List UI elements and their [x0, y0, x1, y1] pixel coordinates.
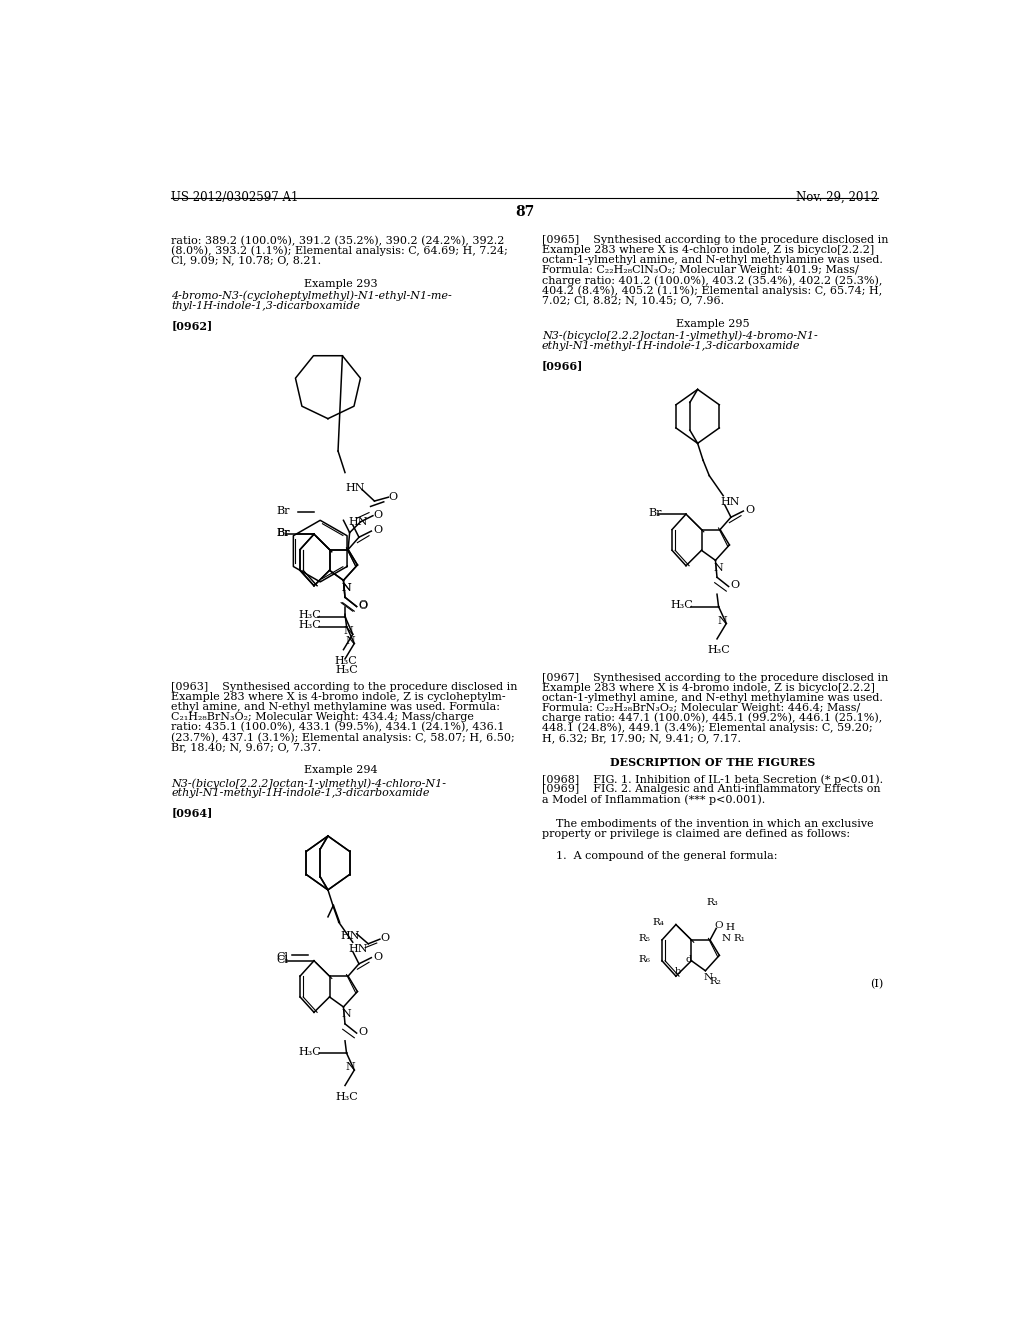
Text: ratio: 435.1 (100.0%), 433.1 (99.5%), 434.1 (24.1%), 436.1: ratio: 435.1 (100.0%), 433.1 (99.5%), 43…	[171, 722, 505, 733]
Text: H₃C: H₃C	[336, 665, 358, 675]
Text: octan-1-ylmethyl amine, and N-ethyl methylamine was used.: octan-1-ylmethyl amine, and N-ethyl meth…	[542, 693, 883, 702]
Text: Br: Br	[276, 507, 290, 516]
Text: N: N	[722, 933, 731, 942]
Text: N: N	[345, 636, 354, 645]
Text: H₃C: H₃C	[299, 620, 322, 631]
Text: N3-(bicyclo[2.2.2]octan-1-ylmethyl)-4-bromo-N1-: N3-(bicyclo[2.2.2]octan-1-ylmethyl)-4-br…	[542, 331, 817, 342]
Text: The embodiments of the invention in which an exclusive: The embodiments of the invention in whic…	[542, 818, 873, 829]
Text: Example 294: Example 294	[304, 766, 378, 775]
Text: N: N	[342, 582, 351, 593]
Text: HN: HN	[348, 944, 368, 954]
Text: Cl: Cl	[276, 954, 289, 965]
Text: Br: Br	[276, 528, 290, 539]
Text: R₄: R₄	[652, 919, 665, 928]
Text: N: N	[717, 615, 727, 626]
Text: 87: 87	[515, 205, 535, 219]
Text: H₃C: H₃C	[671, 601, 693, 610]
Text: [0965]    Synthesised according to the procedure disclosed in: [0965] Synthesised according to the proc…	[542, 235, 889, 246]
Text: R₁: R₁	[733, 933, 745, 942]
Text: HN: HN	[340, 931, 359, 941]
Text: HN: HN	[720, 498, 739, 507]
Text: 448.1 (24.8%), 449.1 (3.4%); Elemental analysis: C, 59.20;: 448.1 (24.8%), 449.1 (3.4%); Elemental a…	[542, 723, 872, 734]
Text: thyl-1H-indole-1,3-dicarboxamide: thyl-1H-indole-1,3-dicarboxamide	[171, 301, 360, 310]
Text: O: O	[373, 525, 382, 535]
Text: 7.02; Cl, 8.82; N, 10.45; O, 7.96.: 7.02; Cl, 8.82; N, 10.45; O, 7.96.	[542, 296, 724, 305]
Text: HN: HN	[348, 517, 368, 527]
Text: R₆: R₆	[639, 954, 650, 964]
Text: d: d	[685, 956, 691, 965]
Text: HN: HN	[346, 483, 366, 492]
Text: [0968]    FIG. 1. Inhibition of IL-1 beta Secretion (* p<0.01).: [0968] FIG. 1. Inhibition of IL-1 beta S…	[542, 775, 883, 785]
Text: [0967]    Synthesised according to the procedure disclosed in: [0967] Synthesised according to the proc…	[542, 673, 888, 682]
Text: [0969]    FIG. 2. Analgesic and Anti-inflammatory Effects on: [0969] FIG. 2. Analgesic and Anti-inflam…	[542, 784, 881, 795]
Text: H₃C: H₃C	[336, 1092, 358, 1102]
Text: b: b	[675, 966, 681, 975]
Text: R₃: R₃	[707, 898, 718, 907]
Text: C₂₁H₂₈BrN₃O₂; Molecular Weight: 434.4; Mass/charge: C₂₁H₂₈BrN₃O₂; Molecular Weight: 434.4; M…	[171, 711, 474, 722]
Text: Example 283 where X is 4-bromo indole, Z is cycloheptylm-: Example 283 where X is 4-bromo indole, Z…	[171, 692, 506, 702]
Text: Example 283 where X is 4-bromo indole, Z is bicyclo[2.2.2]: Example 283 where X is 4-bromo indole, Z…	[542, 682, 874, 693]
Text: R₂: R₂	[710, 977, 721, 986]
Text: N: N	[714, 562, 724, 573]
Text: [0963]    Synthesised according to the procedure disclosed in: [0963] Synthesised according to the proc…	[171, 682, 518, 692]
Text: ethyl-N1-methyl-1H-indole-1,3-dicarboxamide: ethyl-N1-methyl-1H-indole-1,3-dicarboxam…	[171, 788, 430, 799]
Text: H₃C: H₃C	[334, 656, 357, 665]
Text: Br, 18.40; N, 9.67; O, 7.37.: Br, 18.40; N, 9.67; O, 7.37.	[171, 742, 322, 752]
Text: a Model of Inflammation (*** p<0.001).: a Model of Inflammation (*** p<0.001).	[542, 795, 765, 805]
Text: H: H	[726, 923, 734, 932]
Text: Example 295: Example 295	[676, 318, 750, 329]
Text: R₅: R₅	[639, 933, 650, 942]
Text: Formula: C₂₂H₂₈BrN₃O₂; Molecular Weight: 446.4; Mass/: Formula: C₂₂H₂₈BrN₃O₂; Molecular Weight:…	[542, 702, 860, 713]
Text: US 2012/0302597 A1: US 2012/0302597 A1	[171, 191, 299, 203]
Text: (I): (I)	[870, 978, 884, 989]
Text: N: N	[703, 973, 712, 982]
Text: H₃C: H₃C	[299, 1047, 322, 1057]
Text: Br: Br	[276, 528, 290, 539]
Text: 1.  A compound of the general formula:: 1. A compound of the general formula:	[542, 851, 777, 862]
Text: octan-1-ylmethyl amine, and N-ethyl methylamine was used.: octan-1-ylmethyl amine, and N-ethyl meth…	[542, 256, 883, 265]
Text: Example 293: Example 293	[304, 279, 378, 289]
Text: N: N	[345, 1063, 354, 1072]
Text: O: O	[358, 601, 368, 610]
Text: O: O	[373, 952, 382, 961]
Text: [0966]: [0966]	[542, 360, 584, 371]
Text: [0964]: [0964]	[171, 808, 213, 818]
Text: N: N	[342, 582, 351, 593]
Text: H₃C: H₃C	[708, 645, 730, 655]
Text: property or privilege is claimed are defined as follows:: property or privilege is claimed are def…	[542, 829, 850, 840]
Text: DESCRIPTION OF THE FIGURES: DESCRIPTION OF THE FIGURES	[610, 758, 816, 768]
Text: ethyl-N1-methyl-1H-indole-1,3-dicarboxamide: ethyl-N1-methyl-1H-indole-1,3-dicarboxam…	[542, 341, 801, 351]
Text: N3-(bicyclo[2.2.2]octan-1-ylmethyl)-4-chloro-N1-: N3-(bicyclo[2.2.2]octan-1-ylmethyl)-4-ch…	[171, 779, 446, 789]
Text: O: O	[381, 933, 390, 942]
Text: ethyl amine, and N-ethyl methylamine was used. Formula:: ethyl amine, and N-ethyl methylamine was…	[171, 702, 501, 711]
Text: charge ratio: 401.2 (100.0%), 403.2 (35.4%), 402.2 (25.3%),: charge ratio: 401.2 (100.0%), 403.2 (35.…	[542, 276, 883, 286]
Text: O: O	[358, 601, 368, 611]
Text: N: N	[342, 1010, 351, 1019]
Text: 404.2 (8.4%), 405.2 (1.1%); Elemental analysis: C, 65.74; H,: 404.2 (8.4%), 405.2 (1.1%); Elemental an…	[542, 285, 882, 296]
Text: ratio: 389.2 (100.0%), 391.2 (35.2%), 390.2 (24.2%), 392.2: ratio: 389.2 (100.0%), 391.2 (35.2%), 39…	[171, 235, 505, 246]
Text: (8.0%), 393.2 (1.1%); Elemental analysis: C, 64.69; H, 7.24;: (8.0%), 393.2 (1.1%); Elemental analysis…	[171, 246, 508, 256]
Text: [0962]: [0962]	[171, 321, 213, 331]
Text: O: O	[388, 492, 397, 502]
Text: Example 283 where X is 4-chloro indole, Z is bicyclo[2.2.2]: Example 283 where X is 4-chloro indole, …	[542, 246, 874, 255]
Text: H₃C: H₃C	[299, 610, 322, 620]
Text: Nov. 29, 2012: Nov. 29, 2012	[796, 191, 879, 203]
Text: charge ratio: 447.1 (100.0%), 445.1 (99.2%), 446.1 (25.1%),: charge ratio: 447.1 (100.0%), 445.1 (99.…	[542, 713, 882, 723]
Text: 4-bromo-N3-(cycloheptylmethyl)-N1-ethyl-N1-me-: 4-bromo-N3-(cycloheptylmethyl)-N1-ethyl-…	[171, 290, 453, 301]
Text: O: O	[730, 581, 739, 590]
Text: (23.7%), 437.1 (3.1%); Elemental analysis: C, 58.07; H, 6.50;: (23.7%), 437.1 (3.1%); Elemental analysi…	[171, 733, 515, 743]
Text: O: O	[744, 506, 754, 515]
Text: Formula: C₂₂H₂₈ClN₃O₂; Molecular Weight: 401.9; Mass/: Formula: C₂₂H₂₈ClN₃O₂; Molecular Weight:…	[542, 265, 858, 276]
Text: O: O	[714, 921, 723, 929]
Text: H, 6.32; Br, 17.90; N, 9.41; O, 7.17.: H, 6.32; Br, 17.90; N, 9.41; O, 7.17.	[542, 733, 740, 743]
Text: N: N	[343, 626, 353, 636]
Text: Cl, 9.09; N, 10.78; O, 8.21.: Cl, 9.09; N, 10.78; O, 8.21.	[171, 256, 322, 265]
Text: O: O	[358, 1027, 368, 1038]
Text: Br: Br	[649, 508, 663, 517]
Text: O: O	[374, 510, 383, 520]
Text: Cl: Cl	[276, 952, 289, 961]
